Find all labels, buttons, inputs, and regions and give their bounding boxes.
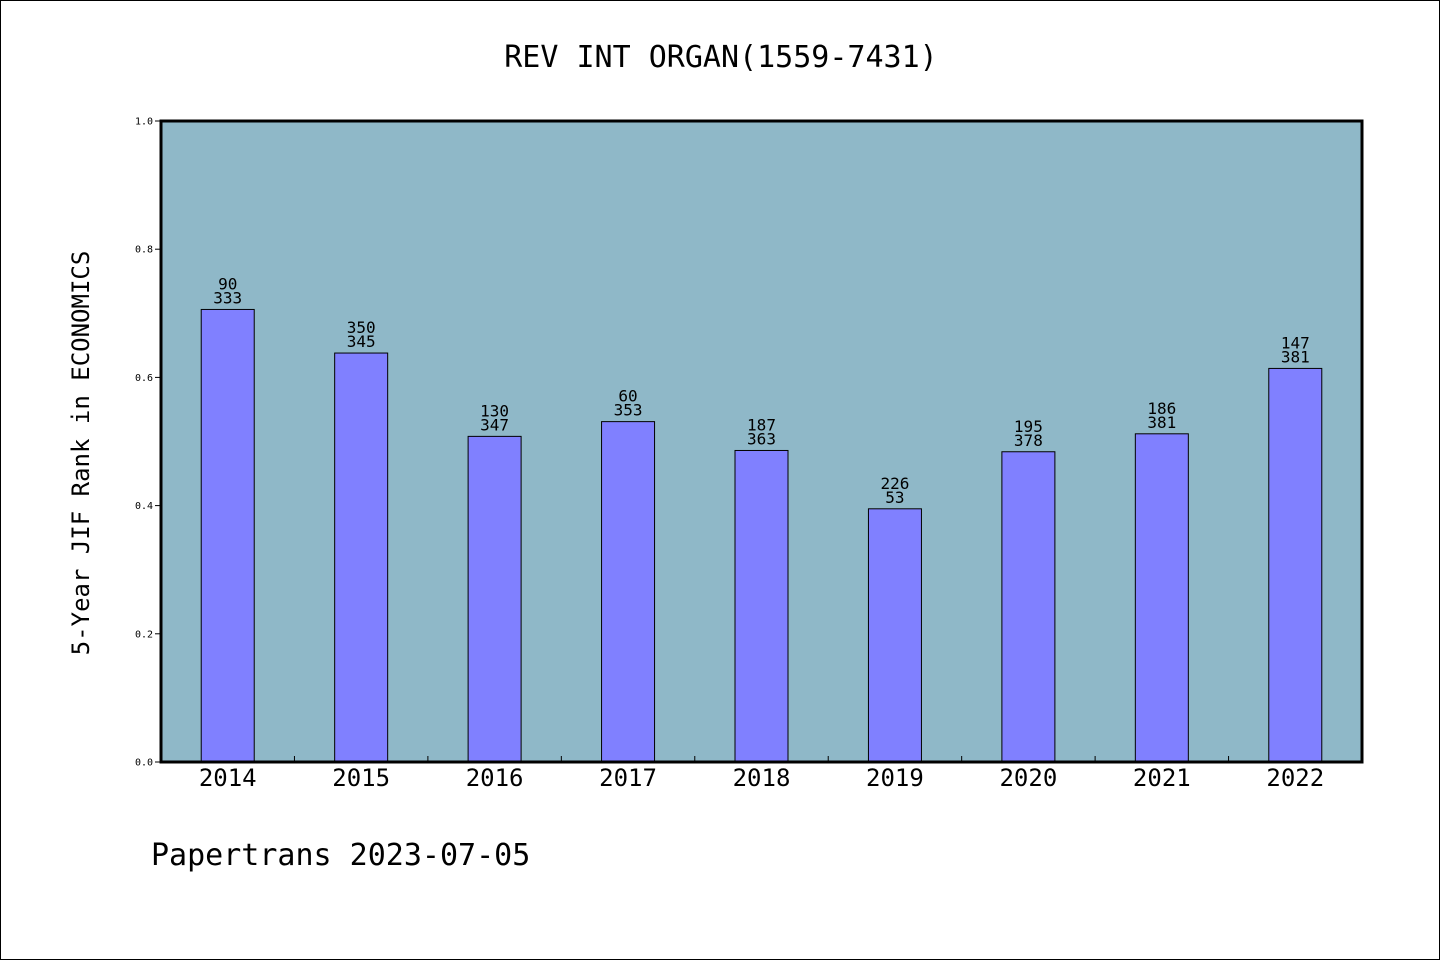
bar-label-top: 147	[1281, 333, 1310, 352]
y-tick-label: 1.0	[135, 117, 153, 128]
bar-label-bottom: 53	[885, 488, 904, 507]
y-tick-label: 0.4	[135, 501, 153, 512]
bar-label-top: 226	[880, 474, 909, 493]
bar-label-bottom: 353	[614, 401, 643, 420]
bar-label-bottom: 381	[1281, 347, 1310, 366]
y-tick-label: 0.2	[135, 629, 153, 640]
bar	[867, 508, 922, 763]
y-tick-label: 0.8	[135, 245, 153, 256]
bar-label-top: 195	[1014, 417, 1043, 436]
bar-label-top: 187	[747, 415, 776, 434]
bar-label-bottom: 347	[480, 415, 509, 434]
y-tick-label: 0.0	[135, 758, 153, 769]
bar	[1134, 433, 1189, 763]
x-tick-label: 2020	[999, 764, 1057, 792]
bar	[1001, 451, 1056, 763]
x-tick-label: 2019	[866, 764, 924, 792]
x-tick-label: 2021	[1133, 764, 1191, 792]
x-tick-label: 2016	[466, 764, 524, 792]
bar-label-bottom: 333	[213, 288, 242, 307]
x-tick-label: 2017	[599, 764, 657, 792]
bar-label-top: 130	[480, 401, 509, 420]
bar-label-bottom: 378	[1014, 431, 1043, 450]
chart-title: REV INT ORGAN(1559-7431)	[504, 40, 937, 75]
bar-label-top: 350	[347, 318, 376, 337]
x-tick-label: 2022	[1266, 764, 1324, 792]
bar-label-bottom: 363	[747, 429, 776, 448]
bar	[1268, 367, 1323, 763]
bar-label-bottom: 381	[1147, 413, 1176, 432]
bar	[734, 449, 789, 763]
bar	[601, 421, 656, 763]
x-tick-label: 2018	[733, 764, 791, 792]
footer-text: Papertrans 2023-07-05	[151, 838, 530, 873]
plot-border	[159, 119, 1364, 764]
bar-label-top: 186	[1147, 399, 1176, 418]
y-tick-label: 0.6	[135, 373, 153, 384]
x-tick-label: 2014	[199, 764, 257, 792]
bar-label-bottom: 345	[347, 332, 376, 351]
bar	[467, 435, 522, 763]
bar	[334, 352, 389, 763]
bar	[200, 308, 255, 763]
bar-label-top: 60	[618, 387, 637, 406]
y-axis-label: 5-Year JIF Rank in ECONOMICS	[67, 251, 95, 656]
bar-label-top: 90	[218, 274, 237, 293]
x-tick-label: 2015	[332, 764, 390, 792]
